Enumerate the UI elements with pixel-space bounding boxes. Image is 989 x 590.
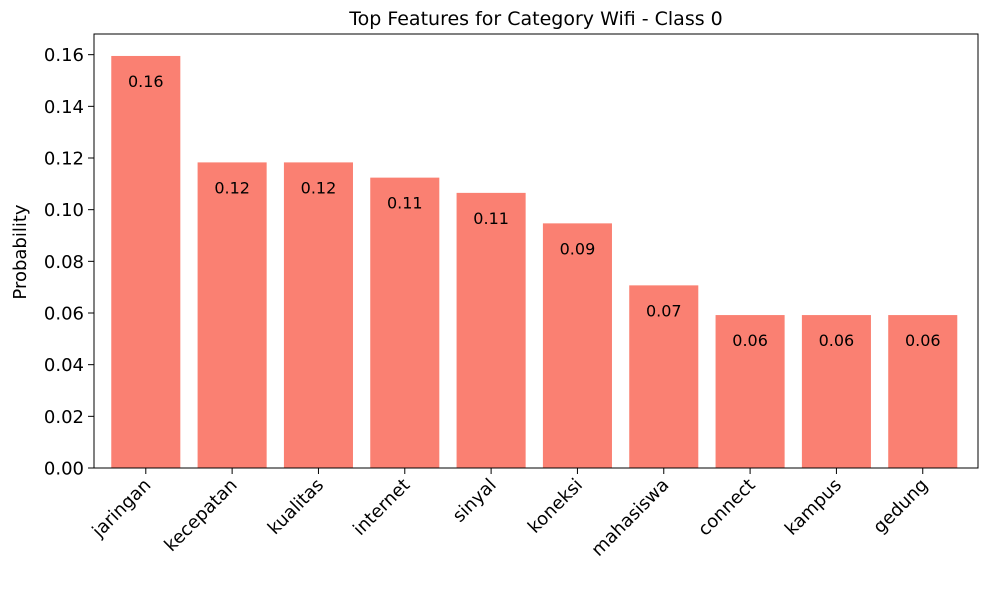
x-tick-label: koneksi — [524, 475, 587, 538]
y-tick-label: 0.12 — [44, 149, 84, 170]
y-axis-title: Probability — [10, 204, 31, 299]
x-tick-label: connect — [694, 475, 760, 541]
y-tick-label: 0.06 — [44, 304, 84, 325]
bar-value-label: 0.11 — [473, 209, 509, 228]
y-tick-label: 0.08 — [44, 252, 84, 273]
x-tick-label: mahasiswa — [587, 475, 673, 561]
y-tick-label: 0.04 — [44, 355, 84, 376]
bar-value-label: 0.06 — [819, 331, 855, 350]
bar-koneksi — [542, 223, 612, 468]
bar-kualitas — [283, 162, 353, 468]
y-tick-label: 0.02 — [44, 407, 84, 428]
chart-title: Top Features for Category Wifi - Class 0 — [348, 8, 723, 30]
y-tick-label: 0.16 — [44, 45, 84, 66]
x-tick-label: jaringan — [88, 475, 156, 543]
x-tick-label: kampus — [781, 475, 846, 540]
bar-value-label: 0.07 — [646, 301, 682, 320]
bar-gedung — [888, 315, 958, 468]
bar-sinyal — [456, 192, 526, 468]
bars — [111, 55, 958, 468]
bar-value-label: 0.16 — [128, 72, 164, 91]
bar-connect — [715, 315, 785, 468]
y-tick-label: 0.10 — [44, 200, 84, 221]
x-axis: jaringan kecepatan kualitas internet sinyal k… — [88, 468, 932, 561]
x-tick-label: gedung — [869, 475, 932, 538]
bar-jaringan — [111, 55, 181, 468]
x-tick-label: kecepatan — [160, 475, 241, 556]
bar-value-label: 0.11 — [387, 194, 423, 213]
y-axis: 0.00 0.02 0.04 0.06 0.08 0.10 0.12 0.14 0.16 — [44, 45, 94, 480]
bar-labels: 0.16 0.12 0.12 0.11 0.11 0.09 0.07 0.06 0.06 0.06 — [128, 72, 941, 350]
plot-frame — [93, 33, 979, 469]
bar-kecepatan — [197, 162, 267, 468]
x-tick-label: kualitas — [264, 475, 328, 539]
y-tick-label: 0.14 — [44, 97, 84, 118]
bar-value-label: 0.06 — [732, 331, 768, 350]
bar-internet — [370, 177, 440, 468]
bar-mahasiswa — [629, 285, 699, 468]
bar-kampus — [801, 315, 871, 468]
bar-value-label: 0.12 — [214, 178, 250, 197]
y-tick-label: 0.00 — [44, 459, 84, 480]
bar-value-label: 0.06 — [905, 331, 941, 350]
bar-value-label: 0.09 — [560, 239, 596, 258]
x-tick-label: sinyal — [449, 475, 501, 527]
bar-value-label: 0.12 — [301, 178, 337, 197]
x-tick-label: internet — [349, 475, 414, 540]
